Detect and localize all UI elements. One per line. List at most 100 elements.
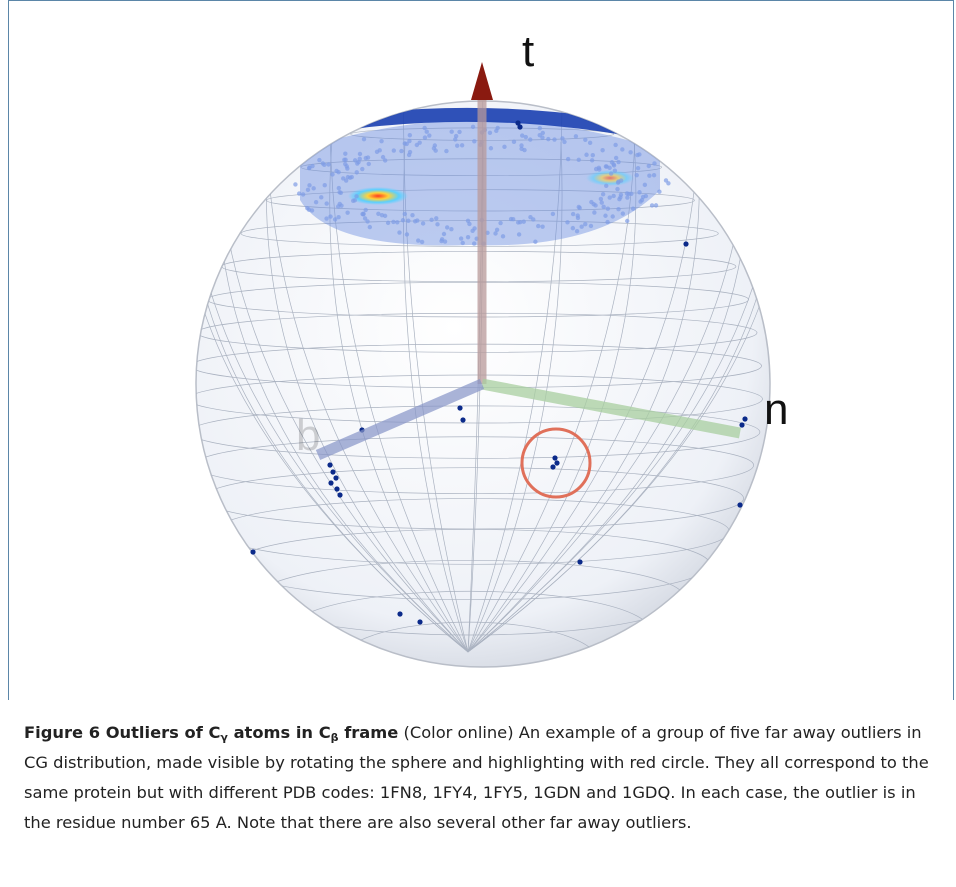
band-dot [583,222,587,226]
band-dot [351,199,355,203]
figure-caption: Figure 6 Outliers of Cγ atoms in Cβ fram… [24,718,944,838]
band-dot [364,208,368,212]
band-dot [611,162,615,166]
band-dot [449,227,453,231]
outlier-dot [517,124,522,129]
band-dot [366,155,370,159]
band-dot [403,212,407,216]
axis-label-n: n [764,385,788,434]
caption-label: Figure 6 [24,723,100,742]
band-dot [358,152,362,156]
axis-label-t: t [522,27,534,76]
title-subscript: β [331,731,339,744]
band-dot [323,183,327,187]
band-dot [618,195,622,199]
outlier-dot [334,486,339,491]
band-dot [524,135,528,139]
band-dot [522,148,526,152]
band-dot [637,152,641,156]
band-dot [423,135,427,139]
band-dot [551,212,555,216]
band-dot [311,186,315,190]
band-dot [326,162,330,166]
band-dot [459,236,463,240]
band-dot [611,194,615,198]
band-dot [647,164,651,168]
band-dot [588,141,592,145]
band-dot [407,153,411,157]
band-dot [421,221,425,225]
band-dot [395,220,399,224]
band-dot [621,211,625,215]
band-dot [422,126,426,130]
band-dot [427,133,431,137]
band-dot [566,157,570,161]
band-dot [628,150,632,154]
outlier-dot [250,549,255,554]
outlier-dot [550,464,555,469]
band-dot [616,160,620,164]
band-dot [375,150,379,154]
band-dot [597,167,601,171]
outlier-dot [737,502,742,507]
band-dot [356,160,360,164]
outlier-dot [417,619,422,624]
band-dot [528,137,532,141]
band-dot [410,213,414,217]
band-dot [415,143,419,147]
band-dot [593,203,597,207]
band-dot [460,143,464,147]
band-dot [574,134,578,138]
band-dot [466,219,470,223]
band-dot [589,224,593,228]
band-dot [337,186,341,190]
band-dot [502,145,506,149]
band-dot [328,214,332,218]
band-dot [552,137,556,141]
band-dot [522,219,526,223]
band-dot [336,215,340,219]
band-dot [317,158,321,162]
band-dot [445,225,449,229]
band-dot [376,212,380,216]
band-dot [368,225,372,229]
band-dot [590,158,594,162]
band-dot [440,237,444,241]
outlier-dot [683,241,688,246]
band-dot [652,173,656,177]
band-dot [516,220,520,224]
band-dot [533,240,537,244]
band-dot [450,130,454,134]
band-dot [415,218,419,222]
band-dot [571,226,575,230]
band-dot [615,187,619,191]
band-dot [600,200,604,204]
band-dot [604,184,608,188]
band-dot [643,183,647,187]
band-dot [546,137,550,141]
band-dot [425,130,429,134]
band-dot [471,125,475,129]
band-dot [454,134,458,138]
band-dot [444,149,448,153]
band-dot [399,149,403,153]
band-dot [625,195,629,199]
band-dot [613,143,617,147]
sphere-figure: t n b [0,0,956,700]
outlier-dot [330,469,335,474]
band-dot [319,195,323,199]
band-dot [620,147,624,151]
band-dot [341,176,345,180]
band-dot [603,214,607,218]
band-dot [616,180,620,184]
band-dot [461,241,465,245]
band-dot [512,140,516,144]
band-dot [604,164,608,168]
band-dot [538,133,542,137]
band-dot [360,167,364,171]
band-dot [321,161,325,165]
band-dot [434,216,438,220]
outlier-dot [328,480,333,485]
outlier-dot [554,460,559,465]
